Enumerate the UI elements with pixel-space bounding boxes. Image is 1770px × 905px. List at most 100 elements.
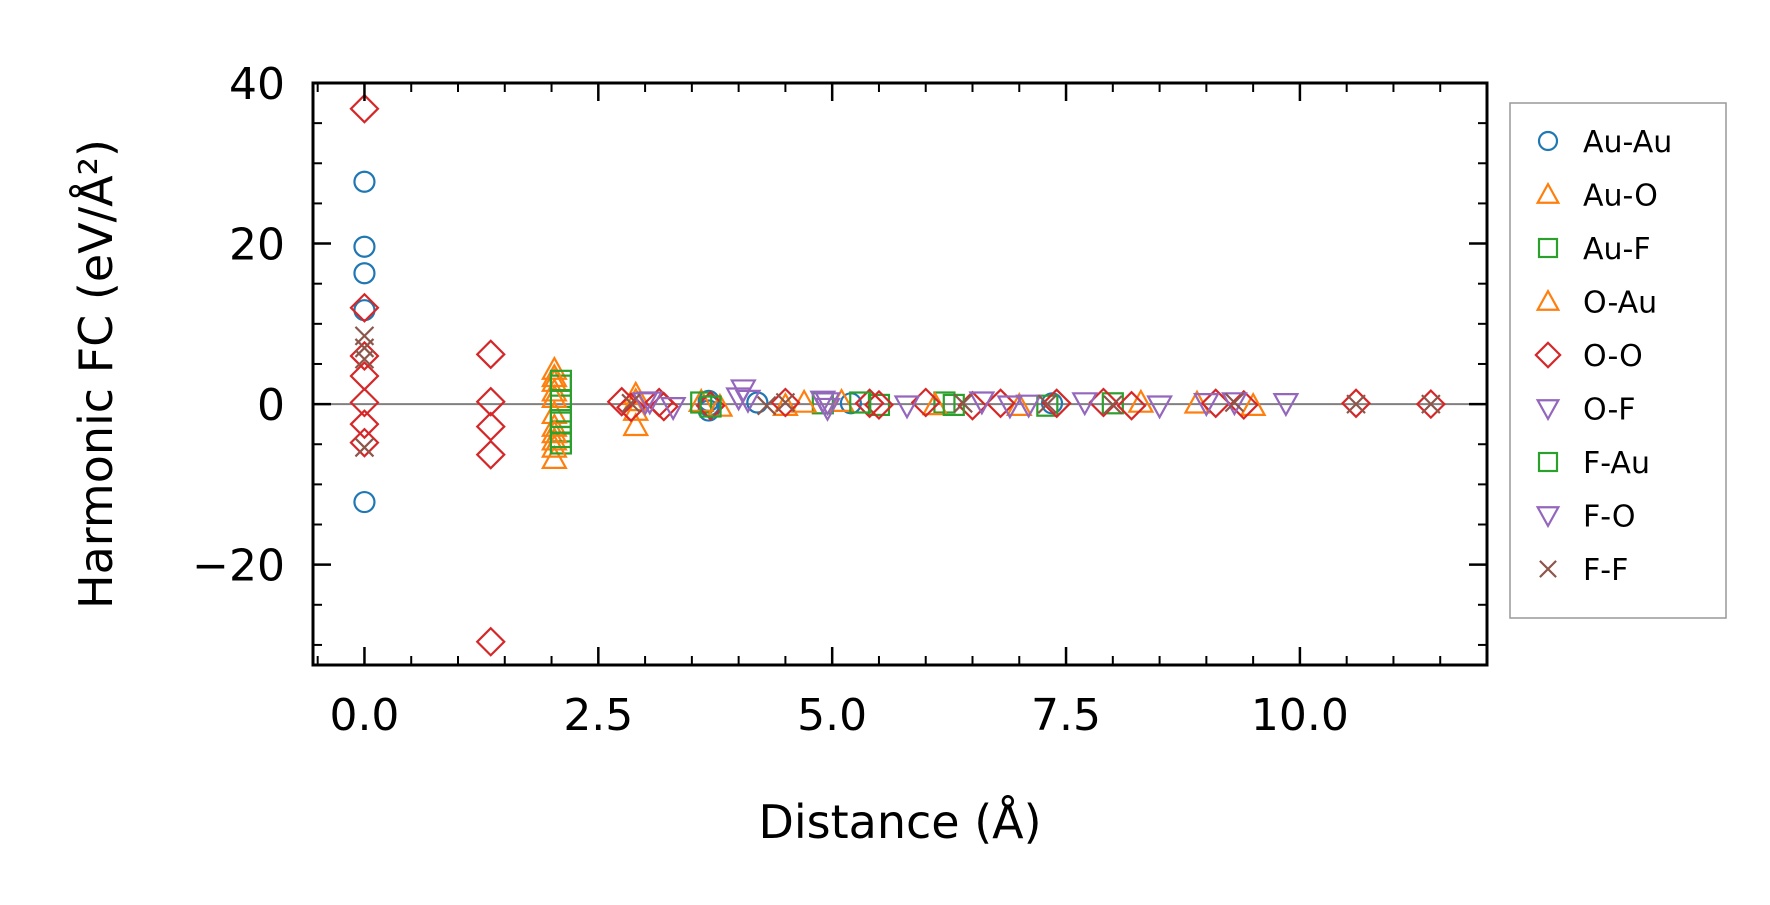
legend-label: F-O bbox=[1583, 500, 1636, 535]
y-tick-label: 20 bbox=[229, 220, 285, 271]
data-point bbox=[849, 391, 872, 414]
series-o-o bbox=[349, 93, 1446, 657]
data-point bbox=[349, 409, 380, 440]
data-point bbox=[1340, 388, 1372, 419]
data-point bbox=[867, 393, 891, 417]
legend-marker bbox=[1537, 237, 1559, 259]
data-point bbox=[1346, 394, 1366, 414]
y-tick-label: 0 bbox=[257, 380, 285, 431]
data-point bbox=[1224, 392, 1245, 413]
legend-marker bbox=[1537, 130, 1559, 152]
legend-label: Au-Au bbox=[1583, 125, 1672, 160]
data-point bbox=[354, 437, 375, 458]
data-point bbox=[659, 397, 687, 422]
legend-label: F-Au bbox=[1583, 446, 1650, 481]
data-point bbox=[353, 262, 376, 285]
data-point bbox=[770, 387, 801, 418]
data-point bbox=[725, 387, 753, 412]
legend-marker bbox=[1535, 399, 1561, 422]
series-f-o bbox=[636, 387, 1248, 420]
data-point bbox=[354, 349, 375, 369]
data-point bbox=[814, 397, 841, 422]
data-points bbox=[349, 93, 1446, 657]
data-point bbox=[1421, 394, 1441, 414]
data-point bbox=[621, 393, 641, 414]
data-point bbox=[636, 391, 664, 416]
legend-marker bbox=[1535, 181, 1561, 204]
x-tick-label: 2.5 bbox=[563, 690, 633, 741]
series-f-f bbox=[354, 326, 1441, 458]
plot-frame bbox=[311, 81, 1489, 667]
y-axis-title: Harmonic FC (eV/Å²) bbox=[69, 139, 123, 609]
data-point bbox=[353, 170, 376, 193]
data-point bbox=[349, 292, 380, 323]
series-au-au bbox=[353, 170, 1064, 514]
legend-marker bbox=[1535, 288, 1561, 311]
x-tick-label: 10.0 bbox=[1251, 690, 1349, 741]
data-point bbox=[349, 93, 380, 124]
data-point bbox=[1101, 392, 1124, 415]
data-point bbox=[549, 425, 572, 449]
data-point bbox=[349, 360, 380, 392]
legend-label: F-F bbox=[1583, 553, 1628, 588]
legend-label: Au-O bbox=[1583, 179, 1658, 214]
data-point bbox=[353, 299, 376, 322]
data-point bbox=[814, 392, 841, 417]
data-point bbox=[1071, 392, 1099, 417]
data-point bbox=[475, 439, 506, 470]
data-point bbox=[1192, 393, 1220, 418]
data-point bbox=[1103, 395, 1123, 415]
data-point bbox=[1228, 389, 1259, 420]
data-point bbox=[1041, 388, 1072, 419]
data-point bbox=[1239, 391, 1267, 417]
axis-ticks bbox=[313, 81, 1488, 665]
data-point bbox=[475, 626, 506, 657]
data-point bbox=[1272, 393, 1300, 418]
data-point bbox=[1221, 392, 1248, 417]
data-point bbox=[475, 411, 506, 442]
data-point bbox=[349, 427, 380, 458]
x-axis-title: Distance (Å) bbox=[758, 795, 1041, 849]
data-point bbox=[549, 411, 572, 434]
x-tick-label: 7.5 bbox=[1031, 690, 1101, 741]
legend-label: O-O bbox=[1583, 339, 1643, 374]
data-point bbox=[540, 383, 568, 408]
data-point bbox=[475, 386, 506, 417]
data-point bbox=[775, 392, 796, 413]
data-point bbox=[1127, 388, 1155, 413]
x-tick-label: 5.0 bbox=[797, 690, 867, 741]
legend-marker bbox=[1537, 451, 1559, 473]
data-point bbox=[1116, 390, 1147, 421]
data-point bbox=[1200, 388, 1231, 419]
data-point bbox=[953, 393, 973, 414]
data-point bbox=[549, 388, 572, 412]
data-point bbox=[996, 395, 1024, 420]
tick-labels: 0.0 2.5 5.0 7.5 10.0 −20 0 20 40 bbox=[192, 59, 1349, 741]
legend-marker bbox=[1539, 560, 1557, 578]
y-tick-label: −20 bbox=[192, 541, 285, 592]
legend-label: O-Au bbox=[1583, 286, 1657, 321]
data-point bbox=[756, 395, 777, 416]
legend-marker bbox=[1534, 341, 1562, 369]
data-point bbox=[1415, 389, 1446, 420]
data-point bbox=[622, 412, 650, 437]
data-point bbox=[353, 490, 376, 514]
data-point bbox=[606, 386, 637, 417]
data-point bbox=[854, 388, 885, 419]
data-point bbox=[968, 391, 996, 416]
data-point bbox=[1015, 394, 1042, 419]
data-point bbox=[699, 395, 722, 418]
data-point bbox=[349, 387, 380, 418]
legend-label: O-F bbox=[1583, 393, 1636, 428]
data-point bbox=[921, 391, 949, 416]
data-point bbox=[1036, 394, 1059, 417]
legend-label: Au-F bbox=[1583, 232, 1651, 267]
data-point bbox=[1146, 395, 1173, 420]
x-tick-label: 0.0 bbox=[329, 690, 399, 741]
data-point bbox=[475, 339, 506, 370]
y-tick-label: 40 bbox=[229, 59, 285, 110]
data-point bbox=[893, 395, 921, 420]
data-point bbox=[353, 235, 376, 258]
data-point bbox=[1037, 394, 1058, 414]
